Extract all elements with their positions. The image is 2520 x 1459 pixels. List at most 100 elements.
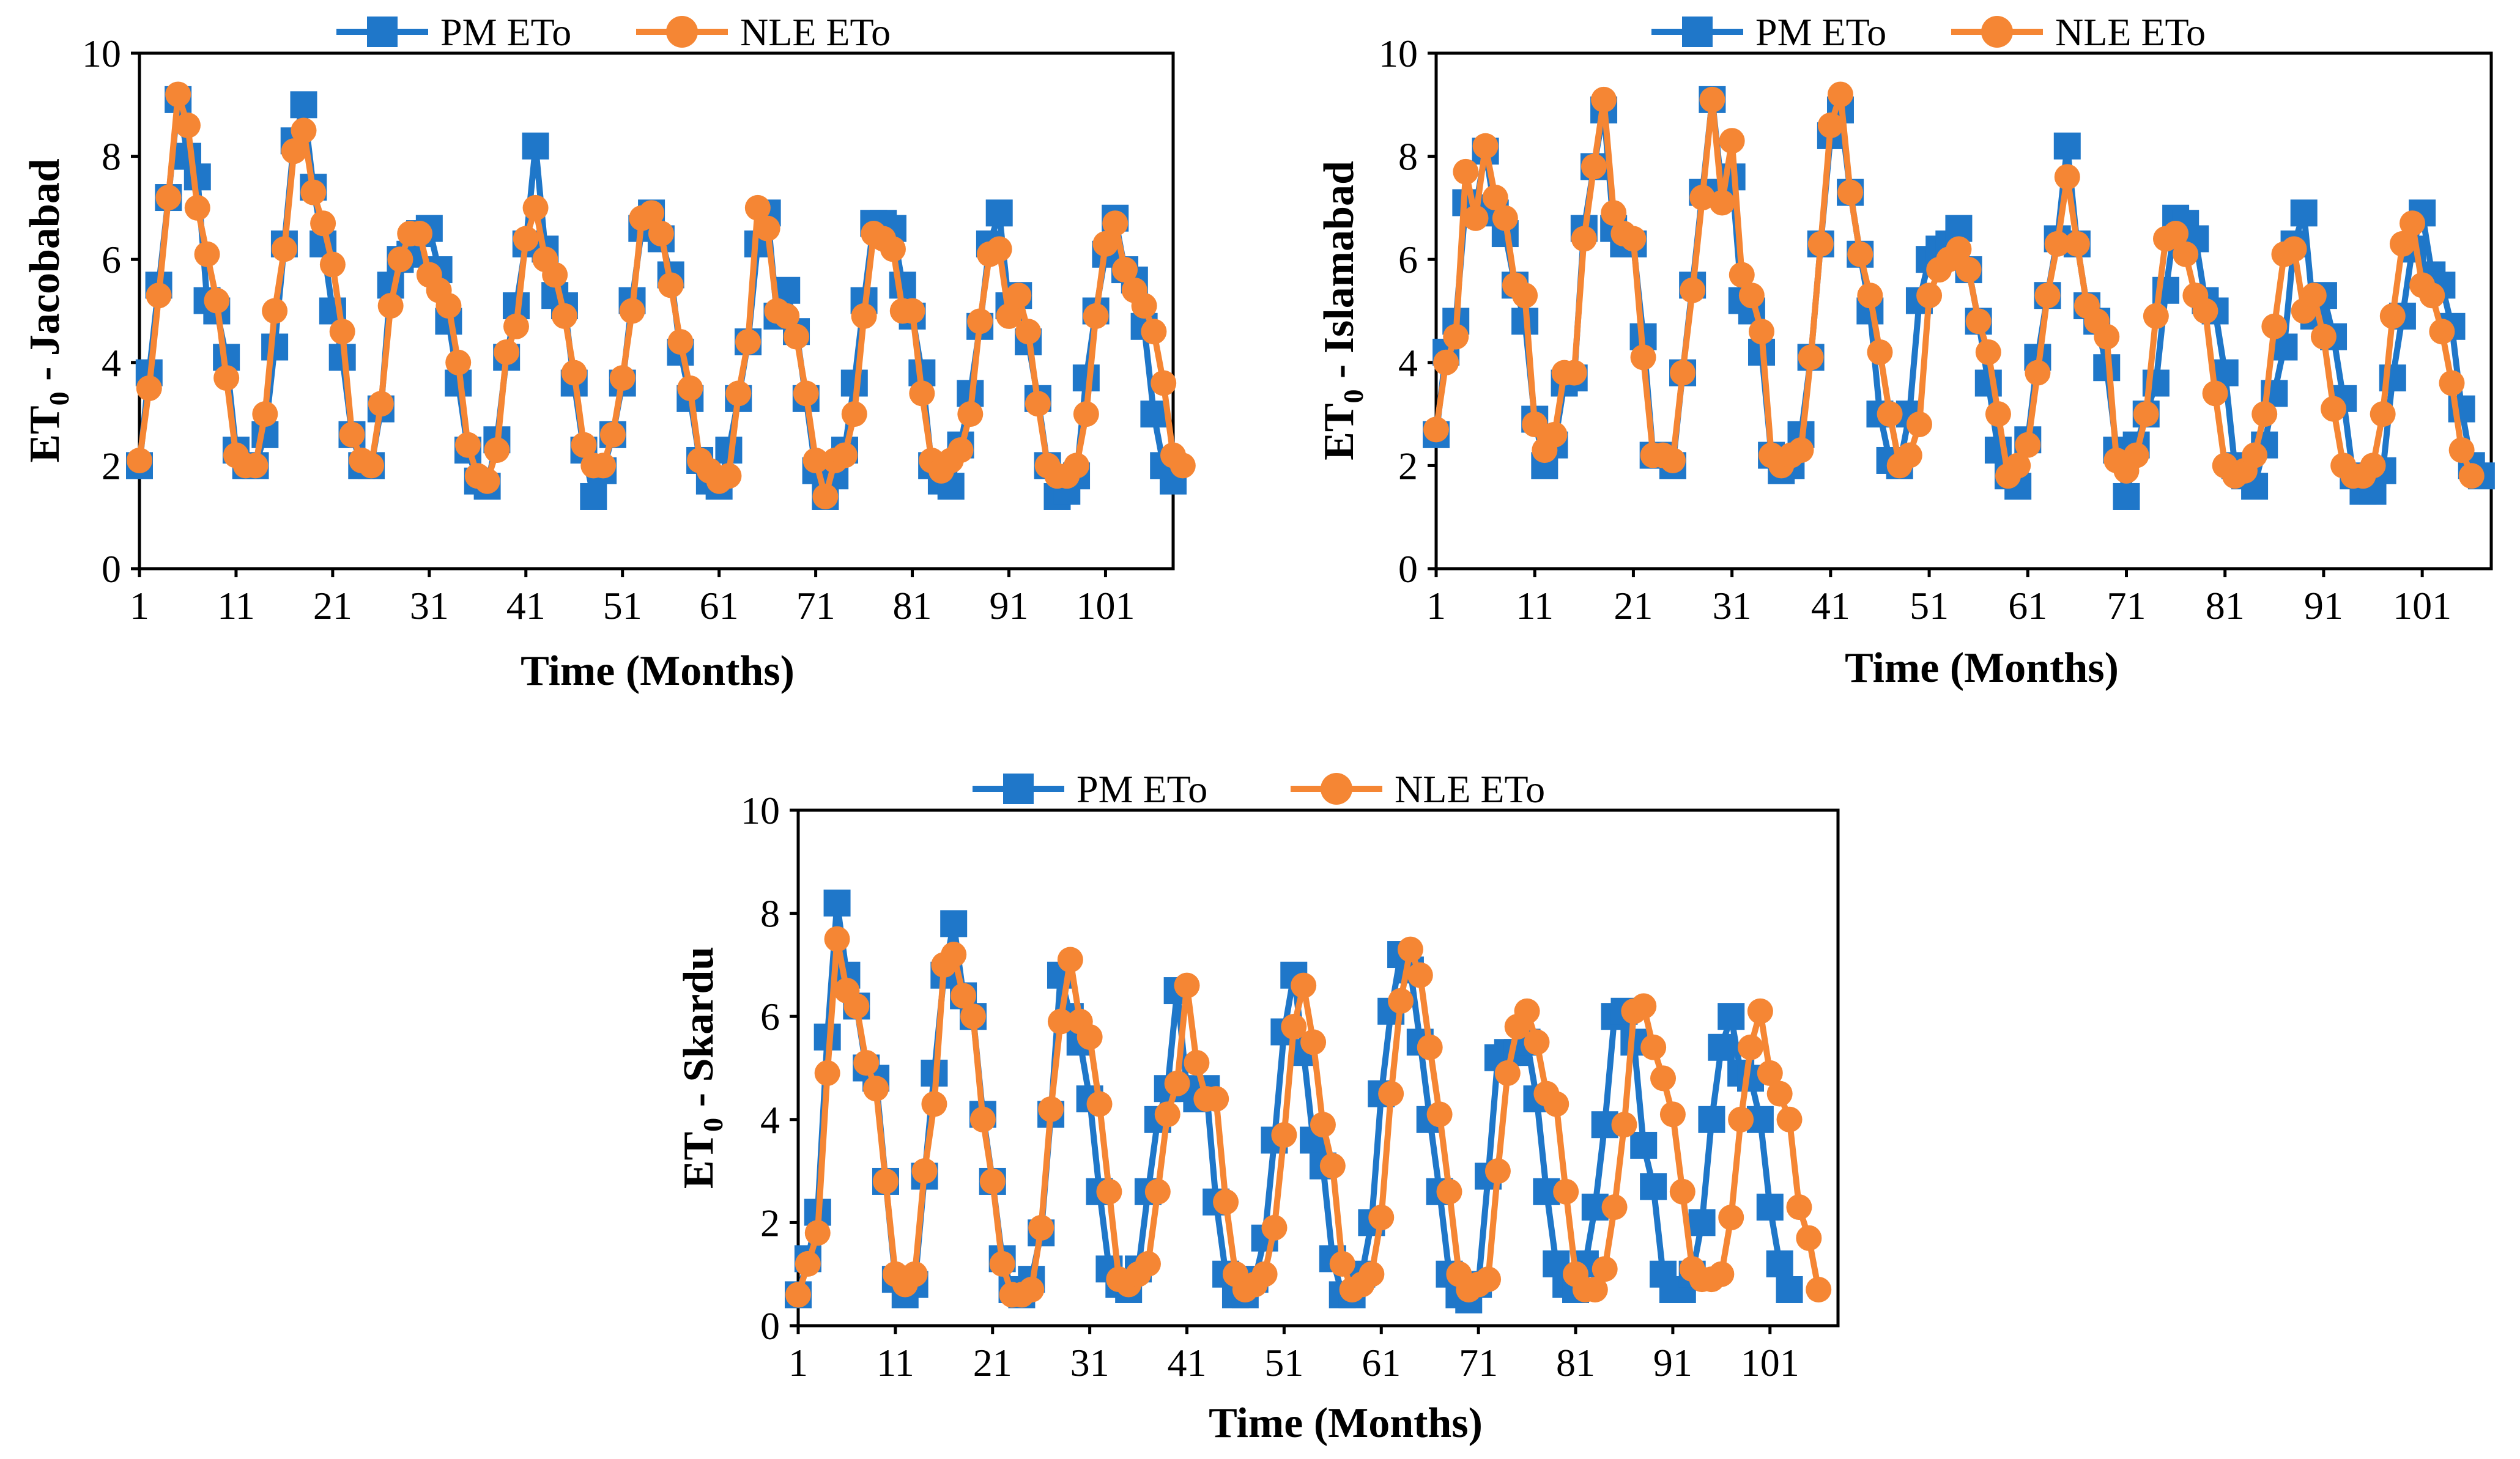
nle-eto-point bbox=[1582, 1276, 1608, 1302]
nle-eto-point bbox=[1522, 411, 1548, 437]
nle-eto-point bbox=[851, 303, 877, 329]
nle-eto-point bbox=[804, 1220, 831, 1246]
nle-eto-point bbox=[1788, 437, 1814, 464]
nle-eto-point bbox=[1798, 344, 1824, 371]
nle-eto-point bbox=[2389, 231, 2415, 257]
nle-eto-point bbox=[2192, 298, 2218, 324]
y-axis-title-main: ET bbox=[1316, 404, 1363, 460]
series-nle-eto bbox=[1423, 81, 2485, 489]
nle-eto-point bbox=[843, 993, 870, 1019]
nle-eto-point bbox=[1786, 1194, 1812, 1221]
nle-eto-point bbox=[1319, 1153, 1346, 1179]
x-tick-label: 41 bbox=[1168, 1341, 1207, 1384]
nle-eto-point bbox=[1796, 1225, 1822, 1251]
nle-eto-point bbox=[880, 236, 906, 262]
x-tick-label: 101 bbox=[1741, 1341, 1799, 1384]
nle-eto-point bbox=[2429, 319, 2455, 345]
nle-eto-point bbox=[2163, 221, 2189, 247]
nle-eto-point bbox=[1484, 1158, 1511, 1184]
nle-eto-point bbox=[494, 339, 520, 365]
nle-eto-point bbox=[957, 401, 984, 427]
nle-eto-point bbox=[1077, 1024, 1103, 1050]
nle-eto-point bbox=[407, 221, 433, 247]
nle-eto-point bbox=[902, 1261, 928, 1287]
nle-eto-point bbox=[1433, 349, 1459, 375]
nle-eto-point bbox=[774, 303, 800, 329]
nle-eto-point bbox=[1453, 158, 1479, 185]
x-tick-labels: 1 11 21 31 41 51 61 71 81 91 101 bbox=[130, 569, 1135, 627]
nle-eto-point bbox=[1417, 1034, 1443, 1060]
pm-eto-point bbox=[940, 910, 968, 937]
y-axis-title: ET0 - Skardu bbox=[675, 947, 728, 1189]
nle-eto-point bbox=[1669, 1178, 1695, 1205]
nle-eto-point bbox=[1807, 231, 1834, 257]
nle-eto-point bbox=[1738, 283, 1765, 309]
nle-eto-point bbox=[1300, 1029, 1327, 1055]
nle-eto-point bbox=[165, 81, 191, 108]
nle-eto-point bbox=[1680, 277, 1706, 303]
x-tick-label: 11 bbox=[876, 1341, 914, 1384]
nle-eto-point bbox=[1492, 205, 1518, 231]
x-tick-label: 31 bbox=[410, 584, 449, 627]
nle-eto-point bbox=[2202, 380, 2228, 407]
nle-eto-point bbox=[921, 1091, 947, 1117]
nle-eto-point bbox=[716, 463, 742, 489]
nle-eto-point bbox=[522, 194, 549, 221]
nle-eto-point bbox=[1102, 210, 1128, 237]
nle-eto-point bbox=[1329, 1250, 1355, 1277]
y-tick-label: 0 bbox=[1398, 547, 1418, 591]
nle-eto-point bbox=[658, 272, 684, 298]
nle-eto-point bbox=[1083, 303, 1109, 329]
nle-eto-point bbox=[951, 983, 977, 1009]
nle-eto-point bbox=[1482, 185, 1508, 211]
x-tick-label: 51 bbox=[603, 584, 642, 627]
nle-eto-point bbox=[2439, 370, 2465, 396]
legend: PM ETo NLE ETo bbox=[336, 10, 891, 54]
pm-eto-point bbox=[2113, 482, 2140, 510]
nle-eto-point bbox=[387, 246, 413, 273]
nle-eto-point bbox=[1144, 1178, 1171, 1205]
nle-eto-point bbox=[609, 365, 636, 391]
nle-eto-point bbox=[1203, 1086, 1229, 1112]
nle-eto-point bbox=[1291, 972, 1317, 999]
y-tick-label: 6 bbox=[760, 995, 780, 1038]
nle-eto-point bbox=[812, 483, 839, 509]
nle-eto-point bbox=[1025, 391, 1051, 417]
nle-eto-point bbox=[1709, 190, 1735, 216]
plot-area-frame bbox=[138, 51, 1175, 571]
nle-eto-point bbox=[2054, 164, 2080, 190]
nle-eto-point bbox=[1541, 421, 1568, 448]
legend-nle-marker bbox=[1981, 16, 2013, 48]
nle-eto-point bbox=[542, 262, 568, 288]
x-tick-label: 51 bbox=[1910, 584, 1949, 627]
nle-eto-point bbox=[1553, 1178, 1579, 1205]
nle-eto-point bbox=[648, 221, 674, 247]
nle-eto-point bbox=[754, 215, 780, 242]
x-tick-label: 21 bbox=[313, 584, 352, 627]
pm-eto-point bbox=[290, 91, 317, 119]
x-tick-label: 11 bbox=[1516, 584, 1554, 627]
nle-eto-point bbox=[1135, 1250, 1161, 1277]
nle-eto-point bbox=[1747, 998, 1773, 1024]
pm-eto-point bbox=[985, 199, 1013, 227]
nle-eto-point bbox=[1749, 319, 1775, 345]
pm-eto-point bbox=[1756, 1194, 1784, 1221]
nle-eto-point bbox=[1006, 283, 1032, 309]
nle-eto-point bbox=[1985, 401, 2011, 427]
y-tick-label: 10 bbox=[82, 32, 121, 75]
nle-eto-point bbox=[213, 365, 240, 391]
nle-eto-point bbox=[1650, 1065, 1677, 1091]
nle-eto-point bbox=[127, 447, 152, 473]
pm-eto-point bbox=[2290, 199, 2318, 227]
nle-eto-point bbox=[1426, 1101, 1453, 1128]
legend-pm-label: PM ETo bbox=[1755, 10, 1886, 54]
x-tick-label: 61 bbox=[2008, 584, 2047, 627]
x-tick-labels: 1 11 21 31 41 51 61 71 81 91 101 bbox=[788, 1326, 1799, 1384]
nle-eto-point bbox=[184, 194, 210, 221]
y-tick-label: 4 bbox=[102, 341, 121, 385]
nle-eto-point bbox=[1028, 1214, 1054, 1241]
nle-eto-point bbox=[744, 194, 771, 221]
x-tick-label: 41 bbox=[506, 584, 546, 627]
nle-eto-point bbox=[1543, 1091, 1569, 1117]
